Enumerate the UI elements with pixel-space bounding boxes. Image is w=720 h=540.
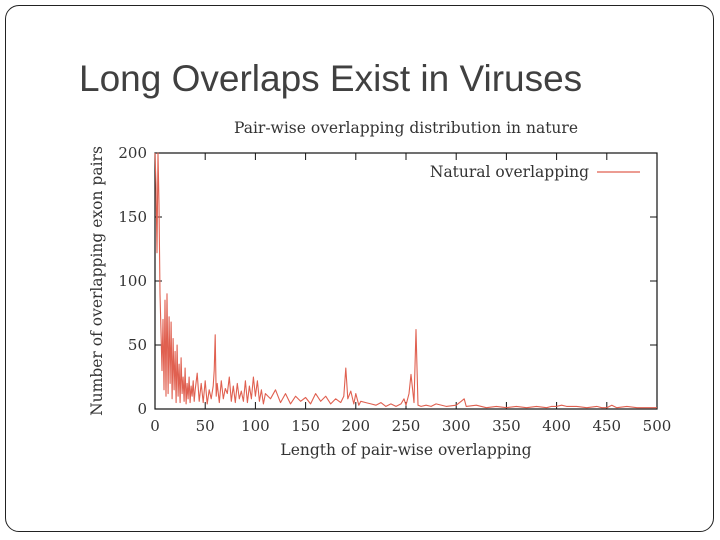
x-tick-label: 50 <box>196 417 215 435</box>
plot-frame <box>154 152 658 410</box>
slide-title: Long Overlaps Exist in Viruses <box>79 58 583 99</box>
y-tick-label: 100 <box>118 272 147 290</box>
y-tick-label: 50 <box>128 336 147 354</box>
x-tick-label: 100 <box>241 417 270 435</box>
x-tick-label: 400 <box>542 417 571 435</box>
x-axis-label: Length of pair-wise overlapping <box>280 441 531 459</box>
chart-title: Pair-wise overlapping distribution in na… <box>234 119 578 137</box>
x-tick-label: 300 <box>442 417 471 435</box>
y-tick-label: 200 <box>118 144 147 162</box>
y-axis-label: Number of overlapping exon pairs <box>88 146 106 416</box>
series-line-natural-overlapping <box>154 152 657 409</box>
y-tick-label: 150 <box>118 208 147 226</box>
x-tick-label: 500 <box>643 417 672 435</box>
x-tick-label: 250 <box>392 417 421 435</box>
slide-frame <box>5 5 714 532</box>
x-tick-label: 0 <box>150 417 160 435</box>
x-tick-label: 350 <box>492 417 521 435</box>
x-tick-label: 450 <box>592 417 621 435</box>
x-tick-label: 150 <box>291 417 320 435</box>
legend-label: Natural overlapping <box>430 163 589 181</box>
y-tick-label: 0 <box>137 400 147 418</box>
x-tick-label: 200 <box>341 417 370 435</box>
